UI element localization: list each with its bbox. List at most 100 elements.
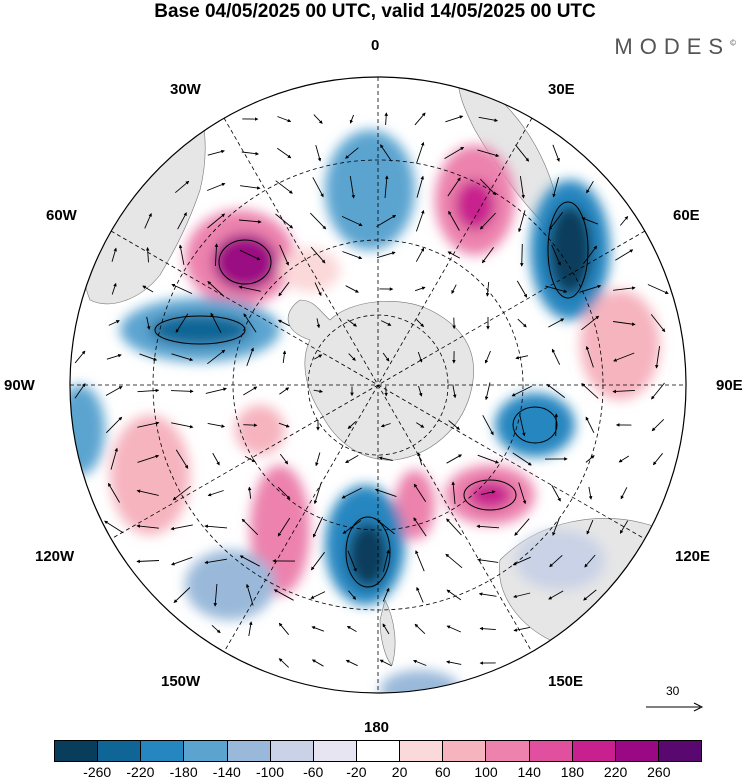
wind-arrow — [382, 352, 390, 362]
wind-arrow — [104, 520, 124, 534]
wind-arrow — [380, 320, 392, 326]
wind-arrow — [314, 354, 323, 360]
wind-arrow — [277, 147, 292, 159]
wind-arrow — [207, 490, 224, 497]
wind-arrow — [178, 244, 185, 265]
colorbar-ticks: -260 -220 -180 -140 -100 -60 -20 20 60 100 140 180 2… — [54, 764, 702, 783]
wind-arrow — [105, 386, 123, 396]
wind-arrow — [546, 383, 566, 398]
wind-arrow — [512, 452, 532, 466]
wind-arrow — [446, 518, 462, 536]
wind-arrow — [241, 518, 259, 536]
wind-arrow — [515, 144, 530, 162]
wind-arrow — [549, 554, 563, 568]
reference-arrow-icon — [646, 702, 704, 712]
wind-arrow — [445, 115, 464, 123]
wind-arrow — [278, 658, 290, 668]
wind-arrow — [175, 449, 189, 469]
colorbar-tick-label: 100 — [474, 764, 498, 780]
wind-arrow — [477, 558, 499, 563]
colorbar-swatch — [183, 741, 227, 761]
wind-arrow — [519, 414, 526, 437]
wind-arrow — [479, 178, 497, 196]
wind-arrow — [279, 387, 290, 395]
wind-arrow — [279, 244, 289, 266]
wind-arrow — [313, 482, 322, 505]
wind-arrow — [476, 524, 500, 529]
wind-arrow — [374, 488, 397, 498]
lon-label-150w: 150W — [161, 673, 201, 690]
wind-arrow — [612, 389, 635, 394]
wind-arrow — [511, 385, 533, 397]
lon-label-120w: 120W — [35, 548, 75, 565]
wind-arrow — [384, 112, 389, 126]
colorbar-swatch — [657, 741, 702, 761]
wind-arrow — [342, 520, 362, 534]
wind-arrow — [552, 177, 560, 198]
modes-logo: MODES© — [614, 34, 736, 60]
wind-arrow — [585, 455, 595, 463]
wind-arrow — [552, 518, 560, 536]
wind-arrow — [584, 554, 596, 568]
wind-arrow — [414, 112, 426, 126]
wind-arrow — [451, 481, 456, 505]
colorbar-tick-label: 140 — [517, 764, 541, 780]
wind-arrow — [452, 384, 457, 399]
wind-arrow — [170, 389, 194, 394]
wind-arrow — [418, 385, 423, 397]
wind-arrow — [516, 280, 528, 298]
wind-arrow — [586, 180, 594, 194]
wind-arrow — [479, 626, 496, 631]
wind-arrow — [211, 624, 221, 634]
colorbar-tick-label: -60 — [303, 764, 324, 780]
wind-arrow — [446, 660, 462, 665]
wind-arrow — [347, 421, 357, 429]
wind-arrow — [106, 353, 122, 360]
wind-arrow — [478, 116, 499, 122]
wind-arrow — [315, 452, 321, 467]
wind-arrow — [312, 516, 324, 538]
colorbar-tick-label: 60 — [435, 764, 451, 780]
wind-arrow — [416, 422, 425, 428]
wind-arrow — [111, 282, 117, 295]
wind-arrow — [413, 483, 427, 503]
brand-mark: © — [730, 38, 736, 48]
wind-arrow — [137, 388, 160, 393]
wind-arrow — [316, 318, 321, 329]
wind-arrow — [311, 659, 324, 667]
wind-arrow — [210, 312, 222, 334]
colorbar-tick-label: -180 — [169, 764, 198, 780]
wind-arrow — [447, 177, 461, 197]
wind-arrow — [481, 247, 494, 264]
wind-arrow — [74, 350, 86, 364]
graticule — [70, 77, 686, 693]
lon-label-30e: 30E — [548, 81, 575, 98]
wind-arrow — [347, 550, 357, 572]
wind-arrow — [278, 281, 290, 297]
wind-arrow — [415, 247, 425, 262]
wind-arrow — [514, 518, 530, 536]
wind-arrow — [341, 487, 363, 499]
wind-arrow — [173, 587, 191, 603]
wind-arrow — [417, 452, 423, 466]
wind-vectors — [74, 112, 669, 668]
vector-reference-value: 30 — [666, 684, 680, 698]
colorbar-tick-label: -140 — [212, 764, 241, 780]
wind-arrow — [247, 486, 252, 499]
wind-arrow — [144, 212, 152, 229]
wind-arrow — [416, 175, 424, 198]
wind-arrow — [214, 243, 219, 267]
wind-arrow — [349, 176, 356, 199]
colorbar-tick-label: -20 — [346, 764, 367, 780]
wind-arrow — [619, 215, 629, 226]
wind-arrow — [518, 210, 526, 233]
wind-arrow — [311, 626, 325, 632]
wind-arrow — [581, 315, 600, 331]
colorbar-swatch — [312, 741, 356, 761]
wind-arrow — [277, 517, 291, 537]
lon-label-30w: 30W — [170, 81, 201, 98]
anomaly-field — [70, 130, 660, 693]
wind-arrow — [552, 144, 560, 162]
wind-arrow — [513, 626, 530, 632]
wind-arrow — [448, 210, 460, 231]
